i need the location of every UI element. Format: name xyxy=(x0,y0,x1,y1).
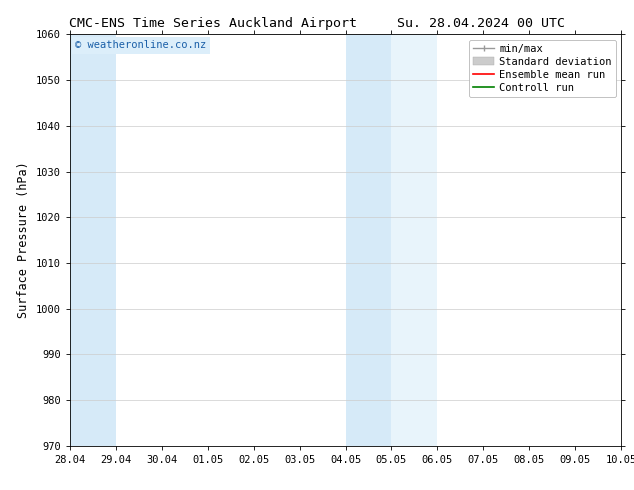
Legend: min/max, Standard deviation, Ensemble mean run, Controll run: min/max, Standard deviation, Ensemble me… xyxy=(469,40,616,97)
Text: CMC-ENS Time Series Auckland Airport     Su. 28.04.2024 00 UTC: CMC-ENS Time Series Auckland Airport Su.… xyxy=(69,17,565,30)
Title: CMC-ENS Time Series Auckland Airport     Su. 28.04.2024 00 UTC: CMC-ENS Time Series Auckland Airport Su.… xyxy=(0,489,1,490)
Bar xyxy=(346,34,391,446)
Bar xyxy=(391,34,437,446)
Text: © weatheronline.co.nz: © weatheronline.co.nz xyxy=(75,41,207,50)
Bar xyxy=(70,34,115,446)
Y-axis label: Surface Pressure (hPa): Surface Pressure (hPa) xyxy=(17,162,30,318)
